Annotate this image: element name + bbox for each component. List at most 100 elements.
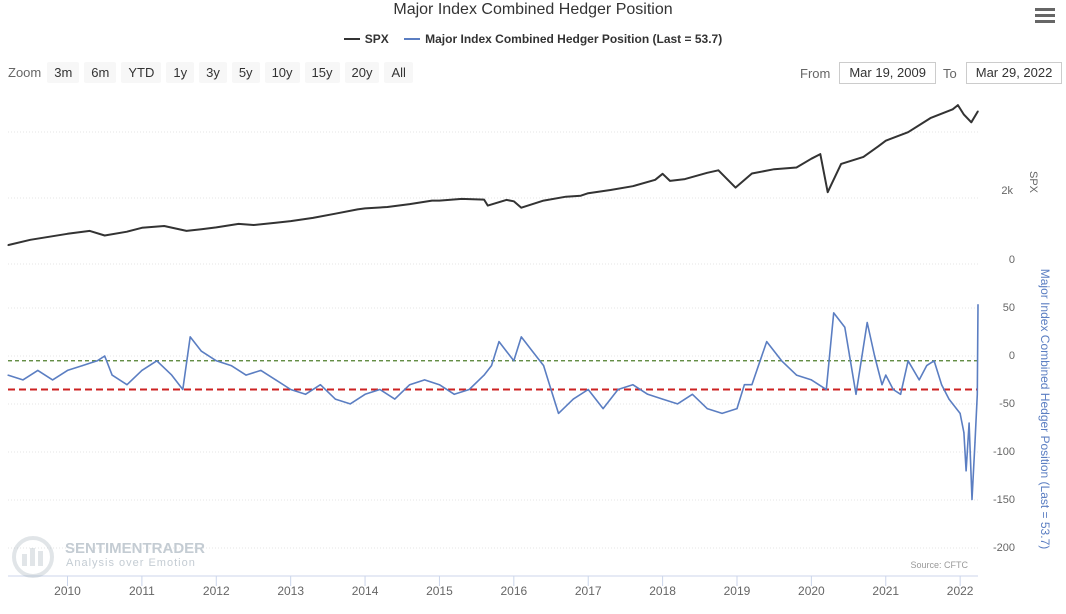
data-point-hedger <box>81 365 83 367</box>
data-point-hedger <box>881 384 883 386</box>
data-point-hedger <box>617 388 619 391</box>
zoom-button-5y[interactable]: 5y <box>231 62 260 83</box>
data-point-hedger <box>230 365 232 367</box>
data-point-hedger <box>364 393 366 395</box>
data-point-spx <box>970 121 972 123</box>
data-point-hedger <box>550 388 552 391</box>
data-point-hedger <box>52 379 54 381</box>
hamburger-menu-icon[interactable] <box>1033 6 1057 26</box>
data-point-hedger <box>892 388 894 391</box>
zoom-button-3y[interactable]: 3y <box>199 62 227 83</box>
data-point-spx <box>438 200 440 202</box>
legend-swatch-hedger <box>404 38 421 40</box>
data-point-spx <box>827 191 829 193</box>
data-point-hedger <box>438 384 440 386</box>
data-point-spx <box>275 222 277 224</box>
data-point-hedger <box>959 412 961 414</box>
data-point-hedger <box>721 412 723 414</box>
data-point-hedger <box>513 360 515 362</box>
data-point-hedger <box>691 393 694 395</box>
data-point-hedger <box>647 393 649 395</box>
data-point-hedger <box>543 365 545 367</box>
data-point-hedger <box>215 360 217 362</box>
data-point-spx <box>862 156 865 158</box>
x-tick-label: 2016 <box>500 584 527 598</box>
data-point-hedger <box>334 398 336 400</box>
data-point-hedger <box>453 393 455 395</box>
spx-tick-label: 2k <box>1001 185 1013 197</box>
zoom-button-20y[interactable]: 20y <box>344 62 380 83</box>
x-tick-label: 2014 <box>352 584 379 598</box>
data-point-hedger <box>844 326 846 328</box>
data-point-spx <box>885 140 887 142</box>
data-point-spx <box>238 223 240 225</box>
data-point-hedger <box>963 432 965 434</box>
legend-swatch-spx <box>343 38 360 40</box>
data-point-spx <box>877 145 879 147</box>
data-point-hedger <box>245 374 247 376</box>
data-point-hedger <box>189 336 191 338</box>
data-point-hedger <box>260 369 262 371</box>
data-point-spx <box>104 234 106 237</box>
data-point-spx <box>215 226 217 228</box>
data-point-spx <box>819 153 821 155</box>
zoom-button-6m[interactable]: 6m <box>84 62 117 83</box>
from-label: From <box>800 65 831 81</box>
data-point-hedger <box>557 412 560 414</box>
data-point-spx <box>357 208 359 210</box>
to-date-input[interactable]: Mar 29, 2022 <box>965 62 1063 84</box>
data-point-hedger <box>825 388 827 391</box>
data-point-spx <box>252 224 255 226</box>
zoom-button-all[interactable]: All <box>384 62 413 83</box>
range-to: To Mar 29, 2022 <box>943 62 1063 84</box>
data-point-spx <box>364 207 366 209</box>
data-point-spx <box>957 104 959 106</box>
data-point-spx <box>334 213 336 215</box>
data-point-hedger <box>736 408 738 410</box>
data-point-hedger <box>468 388 470 391</box>
data-point-hedger <box>111 374 113 376</box>
data-point-spx <box>810 158 813 160</box>
hedger-tick-label: -50 <box>999 398 1015 410</box>
legend: SPX Major Index Combined Hedger Position… <box>0 29 1066 46</box>
zoom-button-3m[interactable]: 3m <box>47 62 80 83</box>
data-point-spx <box>952 108 954 110</box>
data-point-hedger <box>900 393 902 395</box>
data-point-spx <box>520 207 522 209</box>
data-point-spx <box>141 227 143 229</box>
data-point-hedger <box>926 365 928 367</box>
data-point-hedger <box>933 360 935 362</box>
zoom-button-1y[interactable]: 1y <box>166 62 195 83</box>
legend-item-spx[interactable]: SPX <box>343 32 389 46</box>
data-point-hedger <box>319 384 321 386</box>
data-point-hedger <box>795 374 798 376</box>
data-point-hedger <box>818 384 820 386</box>
zoom-button-ytd[interactable]: YTD <box>121 62 162 83</box>
data-point-spx <box>386 206 388 208</box>
data-point-hedger <box>810 379 813 381</box>
data-point-hedger <box>171 374 173 376</box>
data-point-hedger <box>602 408 604 410</box>
legend-item-hedger[interactable]: Major Index Combined Hedger Position (La… <box>404 32 722 46</box>
data-point-hedger <box>781 360 783 362</box>
data-point-spx <box>431 200 433 202</box>
zoom-button-10y[interactable]: 10y <box>264 62 300 83</box>
zoom-label: Zoom <box>8 65 42 80</box>
data-point-hedger <box>965 470 967 472</box>
data-point-hedger <box>662 398 664 400</box>
data-point-spx <box>609 189 612 191</box>
data-point-hedger <box>676 403 679 405</box>
hedger-tick-label: 50 <box>1003 302 1015 314</box>
data-point-hedger <box>409 384 411 386</box>
data-point-hedger <box>505 350 507 352</box>
data-point-spx <box>126 231 128 233</box>
data-point-hedger <box>490 365 493 367</box>
data-point-hedger <box>743 384 746 386</box>
data-point-spx <box>632 185 634 187</box>
zoom-button-15y[interactable]: 15y <box>304 62 340 83</box>
data-point-spx <box>543 200 545 202</box>
data-point-spx <box>29 239 31 241</box>
data-point-hedger <box>955 408 958 410</box>
data-point-hedger <box>572 398 574 400</box>
from-date-input[interactable]: Mar 19, 2009 <box>839 62 936 84</box>
